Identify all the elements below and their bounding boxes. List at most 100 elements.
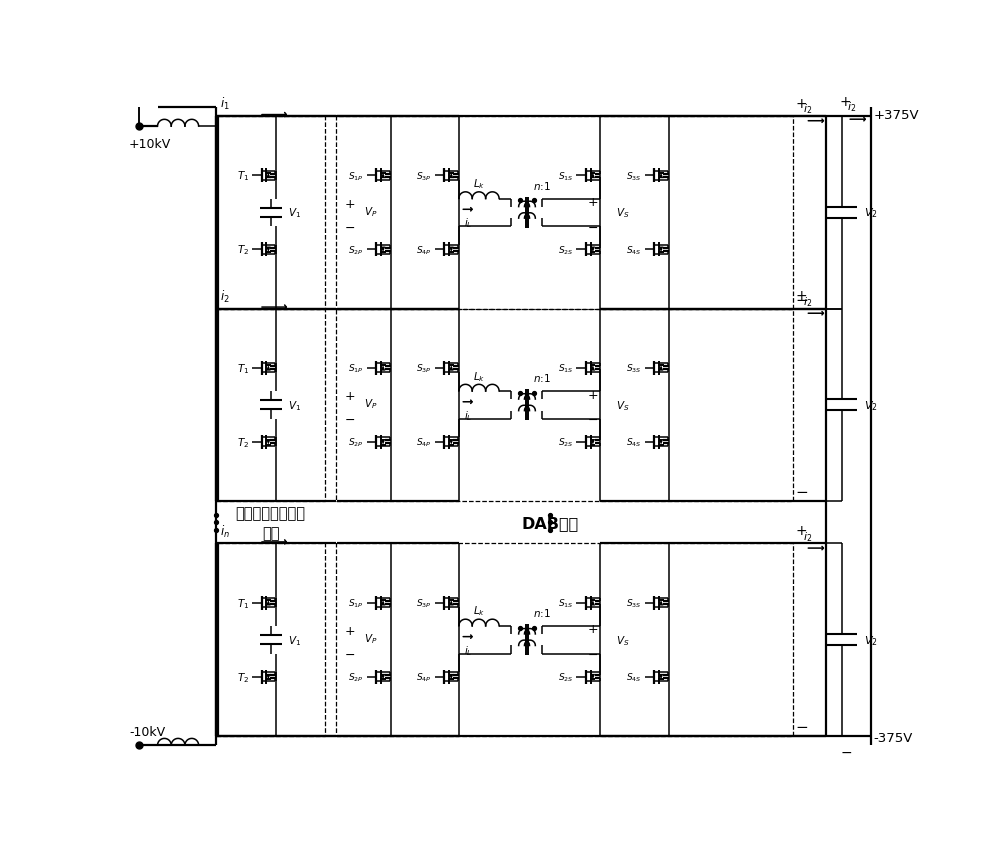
Text: $T_2$: $T_2$ xyxy=(237,243,249,257)
Text: -375V: -375V xyxy=(874,731,913,744)
Text: $S_{1S}$: $S_{1S}$ xyxy=(558,363,573,374)
Polygon shape xyxy=(449,366,454,371)
Text: $n$:1: $n$:1 xyxy=(533,372,551,384)
Polygon shape xyxy=(659,601,663,606)
Text: $i_2$: $i_2$ xyxy=(803,529,812,543)
Text: +10kV: +10kV xyxy=(129,137,171,150)
Polygon shape xyxy=(659,173,663,179)
Text: $S_{2S}$: $S_{2S}$ xyxy=(558,244,573,256)
Text: $S_{2P}$: $S_{2P}$ xyxy=(348,244,364,256)
Polygon shape xyxy=(591,439,595,445)
Text: $V_1$: $V_1$ xyxy=(288,206,301,220)
Text: 双开关电容串联式
模块: 双开关电容串联式 模块 xyxy=(236,505,306,540)
Text: $-$: $-$ xyxy=(587,413,598,426)
Text: +: + xyxy=(840,96,852,109)
Bar xyxy=(216,310,325,502)
Bar xyxy=(336,544,793,736)
Bar xyxy=(336,117,793,310)
Text: $-$: $-$ xyxy=(587,220,598,234)
Text: $V_P$: $V_P$ xyxy=(364,631,377,646)
Text: $S_{1S}$: $S_{1S}$ xyxy=(558,597,573,609)
Text: $T_1$: $T_1$ xyxy=(237,169,249,183)
Polygon shape xyxy=(266,439,271,445)
Text: $S_{3S}$: $S_{3S}$ xyxy=(626,363,642,374)
Text: $S_{2S}$: $S_{2S}$ xyxy=(558,670,573,683)
Text: +: + xyxy=(796,97,807,111)
Text: $i_2$: $i_2$ xyxy=(803,102,812,116)
Text: $S_{4P}$: $S_{4P}$ xyxy=(416,670,432,683)
Bar xyxy=(336,310,793,502)
Text: $V_S$: $V_S$ xyxy=(616,398,629,412)
Text: $L_k$: $L_k$ xyxy=(473,369,485,383)
Polygon shape xyxy=(266,247,271,252)
Polygon shape xyxy=(659,674,663,680)
Text: DAB模块: DAB模块 xyxy=(521,515,578,531)
Text: $-$: $-$ xyxy=(840,744,852,757)
Text: $S_{4S}$: $S_{4S}$ xyxy=(626,436,642,449)
Text: $S_{1P}$: $S_{1P}$ xyxy=(348,597,364,609)
Text: $S_{3P}$: $S_{3P}$ xyxy=(416,597,432,609)
Text: $-$: $-$ xyxy=(587,647,598,660)
Text: $V_1$: $V_1$ xyxy=(288,398,301,412)
Text: $i_1$: $i_1$ xyxy=(220,96,229,113)
Polygon shape xyxy=(266,366,271,371)
Polygon shape xyxy=(449,439,454,445)
Bar xyxy=(216,544,325,736)
Polygon shape xyxy=(381,173,385,179)
Text: -10kV: -10kV xyxy=(129,725,165,738)
Text: $i_2$: $i_2$ xyxy=(847,100,857,114)
Text: $S_{3S}$: $S_{3S}$ xyxy=(626,597,642,609)
Text: $L_k$: $L_k$ xyxy=(473,604,485,618)
Text: $S_{1P}$: $S_{1P}$ xyxy=(348,170,364,183)
Text: $n$:1: $n$:1 xyxy=(533,180,551,192)
Text: +: + xyxy=(344,390,355,403)
Text: +: + xyxy=(344,197,355,211)
Text: $-$: $-$ xyxy=(344,413,355,426)
Text: +: + xyxy=(587,623,598,635)
Polygon shape xyxy=(591,601,595,606)
Text: $S_{2S}$: $S_{2S}$ xyxy=(558,436,573,449)
Text: $T_1$: $T_1$ xyxy=(237,362,249,375)
Text: $i_L$: $i_L$ xyxy=(464,409,472,422)
Polygon shape xyxy=(266,173,271,179)
Bar xyxy=(216,117,325,310)
Text: $S_{3S}$: $S_{3S}$ xyxy=(626,170,642,183)
Text: $S_{4P}$: $S_{4P}$ xyxy=(416,244,432,256)
Text: $T_1$: $T_1$ xyxy=(237,596,249,610)
Polygon shape xyxy=(659,366,663,371)
Text: $T_2$: $T_2$ xyxy=(237,670,249,684)
Polygon shape xyxy=(449,173,454,179)
Text: +: + xyxy=(796,289,807,303)
Text: $V_2$: $V_2$ xyxy=(864,206,877,220)
Text: $V_1$: $V_1$ xyxy=(288,633,301,647)
Polygon shape xyxy=(659,247,663,252)
Text: $S_{1S}$: $S_{1S}$ xyxy=(558,170,573,183)
Polygon shape xyxy=(449,674,454,680)
Polygon shape xyxy=(266,601,271,606)
Polygon shape xyxy=(591,247,595,252)
Text: $i_n$: $i_n$ xyxy=(220,523,229,539)
Text: $V_S$: $V_S$ xyxy=(616,206,629,220)
Polygon shape xyxy=(381,601,385,606)
Polygon shape xyxy=(449,601,454,606)
Text: $S_{1P}$: $S_{1P}$ xyxy=(348,363,364,374)
Text: $i_2$: $i_2$ xyxy=(803,294,812,309)
Polygon shape xyxy=(381,439,385,445)
Text: $V_2$: $V_2$ xyxy=(864,398,877,412)
Text: $i_L$: $i_L$ xyxy=(464,216,472,230)
Text: +: + xyxy=(796,524,807,537)
Polygon shape xyxy=(266,674,271,680)
Text: +: + xyxy=(587,196,598,209)
Text: $-$: $-$ xyxy=(795,717,808,732)
Polygon shape xyxy=(381,674,385,680)
Text: $-$: $-$ xyxy=(344,647,355,660)
Text: $-$: $-$ xyxy=(795,290,808,305)
Text: $-$: $-$ xyxy=(344,220,355,234)
Text: $V_P$: $V_P$ xyxy=(364,205,377,218)
Text: $S_{4P}$: $S_{4P}$ xyxy=(416,436,432,449)
Text: $-$: $-$ xyxy=(795,483,808,497)
Text: $n$:1: $n$:1 xyxy=(533,606,551,618)
Text: $V_2$: $V_2$ xyxy=(864,633,877,647)
Text: +375V: +375V xyxy=(874,109,919,122)
Polygon shape xyxy=(659,439,663,445)
